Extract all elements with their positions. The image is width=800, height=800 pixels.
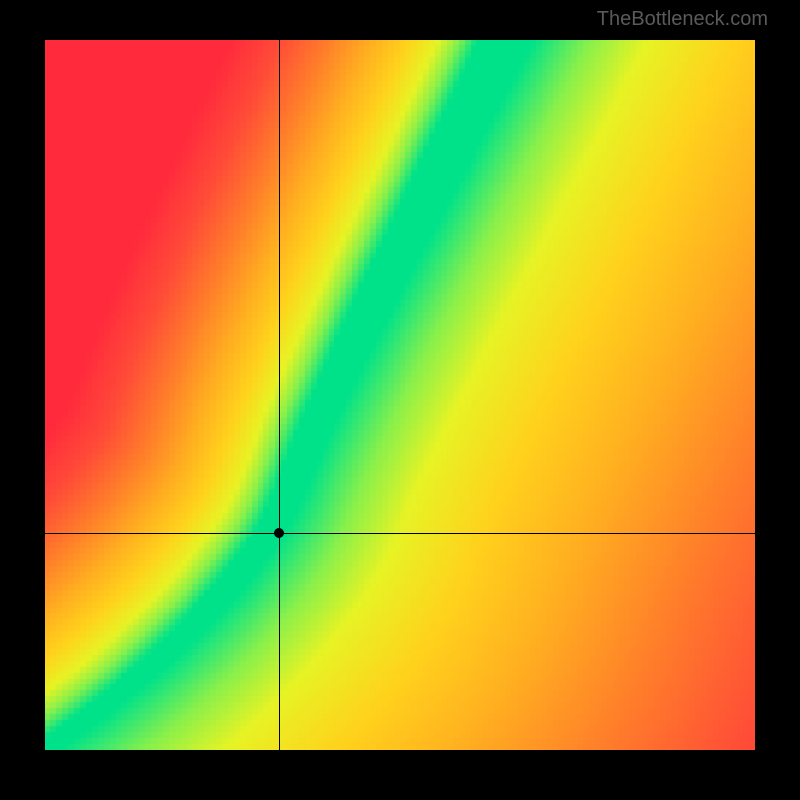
crosshair-vertical: [279, 40, 280, 750]
crosshair-horizontal: [45, 533, 755, 534]
heatmap-plot: [45, 40, 755, 750]
heatmap-canvas: [45, 40, 755, 750]
crosshair-marker: [274, 528, 284, 538]
watermark-text: TheBottleneck.com: [597, 8, 768, 31]
